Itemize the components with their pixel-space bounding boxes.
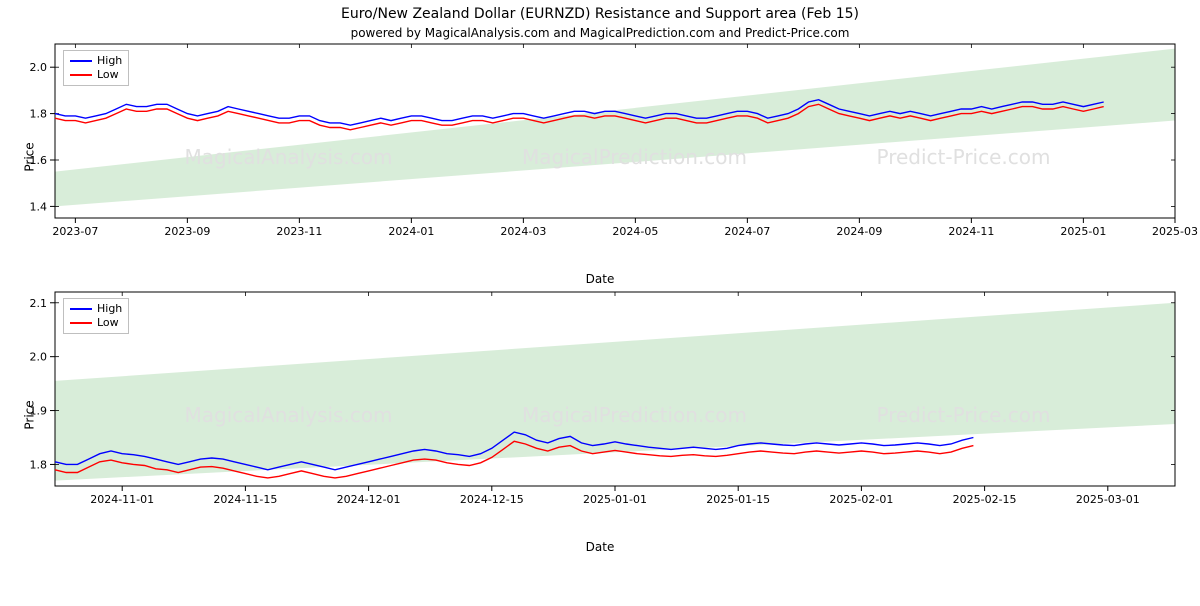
legend-item-high: High	[70, 302, 122, 316]
svg-text:2025-03-01: 2025-03-01	[1076, 493, 1140, 506]
chart-top-xlabel: Date	[0, 272, 1200, 286]
chart-bottom: 1.81.92.02.12024-11-012024-11-152024-12-…	[55, 292, 1175, 512]
svg-text:2024-01: 2024-01	[388, 225, 434, 238]
chart-top-ylabel: Price	[23, 142, 37, 171]
legend-swatch-low	[70, 74, 92, 76]
svg-text:2024-07: 2024-07	[724, 225, 770, 238]
svg-text:2.0: 2.0	[30, 351, 48, 364]
svg-text:2.0: 2.0	[30, 61, 48, 74]
svg-text:2024-12-15: 2024-12-15	[460, 493, 524, 506]
svg-text:1.4: 1.4	[30, 200, 48, 213]
svg-text:2025-03: 2025-03	[1152, 225, 1198, 238]
chart-top-wrap: Price 1.41.61.82.02023-072023-092023-112…	[55, 44, 1180, 270]
legend-label-high: High	[97, 302, 122, 316]
legend-item-low: Low	[70, 68, 122, 82]
svg-text:2023-09: 2023-09	[164, 225, 210, 238]
svg-text:2024-12-01: 2024-12-01	[337, 493, 401, 506]
legend-swatch-high	[70, 60, 92, 62]
svg-text:2024-09: 2024-09	[836, 225, 882, 238]
page-title: Euro/New Zealand Dollar (EURNZD) Resista…	[0, 6, 1200, 22]
svg-text:2.1: 2.1	[30, 297, 48, 310]
legend-item-high: High	[70, 54, 122, 68]
svg-text:2024-11: 2024-11	[948, 225, 994, 238]
legend-label-low: Low	[97, 316, 119, 330]
svg-text:2025-01-15: 2025-01-15	[706, 493, 770, 506]
svg-text:2024-11-01: 2024-11-01	[90, 493, 154, 506]
svg-text:2025-01: 2025-01	[1060, 225, 1106, 238]
svg-text:2025-02-15: 2025-02-15	[953, 493, 1017, 506]
chart-bottom-wrap: Price 1.81.92.02.12024-11-012024-11-1520…	[55, 292, 1180, 538]
legend-swatch-low	[70, 322, 92, 324]
legend-swatch-high	[70, 308, 92, 310]
legend-label-low: Low	[97, 68, 119, 82]
svg-text:1.8: 1.8	[30, 458, 48, 471]
chart-top: 1.41.61.82.02023-072023-092023-112024-01…	[55, 44, 1175, 244]
chart-bottom-xlabel: Date	[0, 540, 1200, 554]
svg-text:2025-01-01: 2025-01-01	[583, 493, 647, 506]
chart-bottom-ylabel: Price	[23, 400, 37, 429]
svg-text:2023-07: 2023-07	[52, 225, 98, 238]
svg-text:2024-11-15: 2024-11-15	[213, 493, 277, 506]
legend-box: High Low	[63, 50, 129, 86]
svg-text:2023-11: 2023-11	[276, 225, 322, 238]
svg-text:1.8: 1.8	[30, 108, 48, 121]
legend-box: High Low	[63, 298, 129, 334]
legend-label-high: High	[97, 54, 122, 68]
legend-item-low: Low	[70, 316, 122, 330]
svg-text:2025-02-01: 2025-02-01	[829, 493, 893, 506]
svg-text:2024-05: 2024-05	[612, 225, 658, 238]
page-subtitle: powered by MagicalAnalysis.com and Magic…	[0, 26, 1200, 40]
svg-text:2024-03: 2024-03	[500, 225, 546, 238]
